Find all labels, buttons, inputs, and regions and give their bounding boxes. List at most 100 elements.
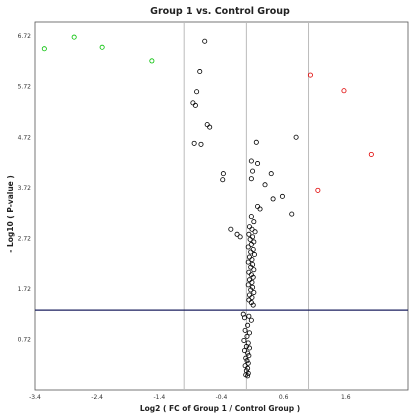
data-point-up: [307, 72, 313, 78]
data-point-neutral: [250, 302, 256, 308]
data-point-neutral: [248, 287, 254, 293]
data-point-neutral: [198, 141, 204, 147]
data-point-neutral: [245, 282, 251, 288]
y-tick-label: 6.72: [18, 33, 32, 40]
data-point-neutral: [246, 277, 252, 283]
data-point-neutral: [245, 350, 251, 356]
x-tick-label: -2.4: [91, 394, 103, 401]
x-tick-label: -3.4: [29, 394, 41, 401]
data-point-neutral: [255, 204, 261, 210]
data-point-neutral: [262, 182, 268, 188]
data-point-neutral: [279, 193, 285, 199]
data-point-neutral: [244, 333, 250, 339]
data-point-neutral: [197, 69, 203, 75]
y-tick-label: 3.72: [18, 185, 32, 192]
data-point-neutral: [237, 234, 243, 240]
data-point-neutral: [247, 236, 253, 242]
data-point-up: [368, 151, 374, 157]
data-point-up: [315, 187, 321, 193]
plot-frame: [34, 21, 409, 391]
x-tick-label: 0.6: [279, 394, 289, 401]
data-point-neutral: [228, 226, 234, 232]
data-point-neutral: [250, 168, 256, 174]
data-point-neutral: [245, 370, 251, 376]
data-point-neutral: [190, 100, 196, 106]
data-point-neutral: [249, 279, 255, 285]
y-axis-label: - Log10 ( P-value ): [6, 175, 15, 253]
data-point-neutral: [250, 234, 256, 240]
data-point-neutral: [242, 363, 248, 369]
data-point-neutral: [248, 249, 254, 255]
x-axis-ticks: -3.4 -2.4 -1.4 -0.4 0.6 1.6: [29, 394, 351, 401]
data-point-neutral: [245, 259, 251, 265]
data-point-neutral: [207, 124, 213, 130]
y-tick-label: 2.72: [18, 235, 32, 242]
data-point-neutral: [245, 322, 251, 328]
data-point-neutral: [220, 171, 226, 177]
data-point-neutral: [246, 345, 252, 351]
data-point-neutral: [249, 226, 255, 232]
data-point-neutral: [242, 327, 248, 333]
data-point-neutral: [246, 313, 252, 319]
data-point-neutral: [253, 139, 259, 145]
y-tick-label: 1.72: [18, 286, 32, 293]
data-point-neutral: [252, 229, 258, 235]
data-point-neutral: [246, 297, 252, 303]
data-point-neutral: [248, 158, 254, 164]
data-point-down: [99, 44, 105, 50]
data-point-neutral: [251, 289, 257, 295]
x-tick-label: -0.4: [216, 394, 228, 401]
data-point-neutral: [251, 219, 257, 225]
data-point-neutral: [220, 177, 226, 183]
x-tick-label: -1.4: [153, 394, 165, 401]
data-point-neutral: [270, 196, 276, 202]
data-point-neutral: [255, 161, 261, 167]
data-point-neutral: [246, 254, 252, 260]
data-point-neutral: [246, 330, 252, 336]
data-point-neutral: [246, 292, 252, 298]
data-point-neutral: [248, 241, 254, 247]
x-tick-label: 1.6: [341, 394, 351, 401]
plot-area: [34, 21, 409, 391]
data-point-neutral: [248, 264, 254, 270]
data-point-neutral: [257, 206, 263, 212]
data-point-neutral: [293, 134, 299, 140]
data-point-neutral: [244, 358, 250, 364]
y-tick-label: 4.72: [18, 134, 32, 141]
data-point-neutral: [246, 224, 252, 230]
y-tick-label: 5.72: [18, 84, 32, 91]
data-point-neutral: [248, 214, 254, 220]
data-point-neutral: [268, 171, 274, 177]
data-point-neutral: [249, 294, 255, 300]
data-point-neutral: [191, 140, 197, 146]
data-point-neutral: [248, 176, 254, 182]
data-point-neutral: [250, 274, 256, 280]
chart-title: Group 1 vs. Control Group: [150, 6, 290, 17]
data-point-neutral: [242, 315, 248, 321]
data-point-neutral: [246, 231, 252, 237]
x-axis-label: Log2 ( FC of Group 1 / Control Group ): [140, 404, 300, 413]
data-point-neutral: [246, 269, 252, 275]
data-point-neutral: [241, 337, 247, 343]
data-point-neutral: [250, 246, 256, 252]
data-point-neutral: [246, 353, 252, 359]
data-point-neutral: [194, 89, 200, 95]
data-point-neutral: [204, 122, 210, 128]
data-point-neutral: [248, 317, 254, 323]
data-point-neutral: [245, 360, 251, 366]
data-point-neutral: [192, 102, 198, 108]
data-point-neutral: [243, 355, 249, 361]
data-point-down: [71, 34, 77, 40]
y-tick-label: 0.72: [18, 336, 32, 343]
data-point-up: [341, 88, 347, 94]
data-point-neutral: [234, 231, 240, 237]
data-point-neutral: [245, 373, 251, 379]
data-point-neutral: [242, 348, 248, 354]
data-point-neutral: [245, 244, 251, 250]
data-point-down: [41, 46, 47, 52]
data-point-down: [149, 58, 155, 64]
y-axis-ticks: 0.72 1.72 2.72 3.72 4.72 5.72 6.72: [18, 33, 32, 343]
data-point-neutral: [249, 257, 255, 263]
data-point-neutral: [251, 267, 257, 273]
